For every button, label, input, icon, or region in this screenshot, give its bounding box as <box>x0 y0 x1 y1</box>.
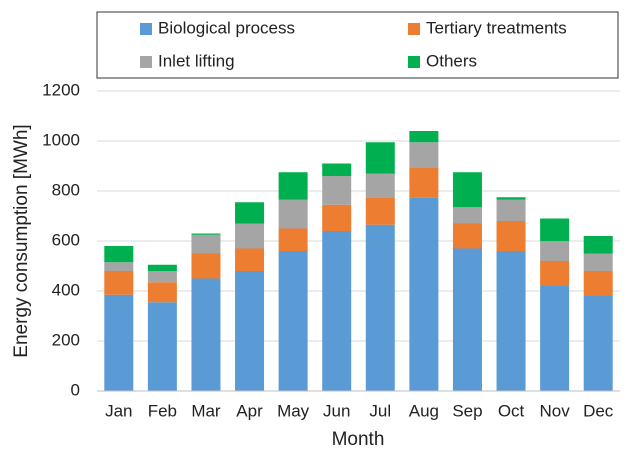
legend-box <box>96 11 619 79</box>
x-tick-label: Jul <box>369 401 391 420</box>
bar-segment <box>496 251 526 391</box>
bar-segment <box>365 197 395 225</box>
bar-segment <box>235 271 265 391</box>
x-tick-label: Jun <box>323 401 350 420</box>
bar-segment <box>583 236 613 254</box>
bar-segment <box>496 199 526 221</box>
legend-swatch <box>408 56 420 68</box>
x-tick-label: Sep <box>452 401 482 420</box>
bar-segment <box>278 251 308 391</box>
x-tick-label: Mar <box>191 401 221 420</box>
bar-segment <box>452 172 482 208</box>
bar-segment <box>235 223 265 249</box>
bar-segment <box>104 294 134 391</box>
bar-segment <box>452 207 482 224</box>
y-tick-label: 1000 <box>42 130 80 149</box>
legend-swatch <box>140 56 152 68</box>
bar-segment <box>104 246 134 263</box>
bar-segment <box>104 262 134 271</box>
bar-segment <box>583 253 613 271</box>
bar-segment <box>365 173 395 198</box>
x-tick-label: Aug <box>409 401 439 420</box>
bar-segment <box>583 271 613 296</box>
bar-segment <box>409 167 439 198</box>
bar-segment <box>322 176 352 205</box>
bar-segment <box>409 197 439 391</box>
bar-segment <box>191 234 221 254</box>
bar-segment <box>540 218 570 241</box>
bar-segment <box>235 248 265 271</box>
bar-segment <box>278 199 308 229</box>
bar-segment <box>147 302 177 391</box>
bar-segment <box>452 248 482 391</box>
y-axis-title: Energy consumption [MWh] <box>11 124 32 357</box>
bar-segment <box>583 296 613 391</box>
bar-segment <box>235 202 265 224</box>
bar-segment <box>452 223 482 249</box>
bar-segment <box>191 233 221 235</box>
bar-segment <box>322 204 352 231</box>
bar-segment <box>278 172 308 200</box>
x-tick-label: Dec <box>583 401 614 420</box>
y-tick-label: 0 <box>71 380 80 399</box>
bar-segment <box>540 241 570 261</box>
x-tick-label: Jan <box>105 401 132 420</box>
bar-segment <box>147 264 177 271</box>
x-tick-label: Apr <box>236 401 263 420</box>
y-tick-label: 800 <box>52 180 80 199</box>
legend-swatch <box>408 23 420 35</box>
bar-segment <box>322 231 352 391</box>
x-tick-label: Oct <box>498 401 525 420</box>
bar-segment <box>540 286 570 391</box>
x-tick-label: May <box>277 401 310 420</box>
bar-segment <box>496 197 526 200</box>
legend-label: Biological process <box>158 18 295 37</box>
bar-segment <box>104 271 134 295</box>
bar-segment <box>191 253 221 279</box>
x-tick-label: Nov <box>540 401 571 420</box>
y-tick-label: 200 <box>52 330 80 349</box>
legend-label: Tertiary treatments <box>426 18 567 37</box>
bar-segment <box>322 163 352 176</box>
bar-segment <box>540 261 570 286</box>
bar-segment <box>409 142 439 168</box>
bar-segment <box>147 282 177 303</box>
bar-segment <box>409 131 439 143</box>
bar-segment <box>496 221 526 251</box>
bar-segment <box>365 142 395 174</box>
bar-segment <box>365 224 395 391</box>
legend-swatch <box>140 23 152 35</box>
bar-segment <box>191 278 221 391</box>
bar-segment <box>278 228 308 251</box>
y-tick-label: 400 <box>52 280 80 299</box>
legend-label: Others <box>426 51 477 70</box>
y-tick-label: 600 <box>52 230 80 249</box>
x-axis-title: Month <box>332 429 385 450</box>
legend-label: Inlet lifting <box>158 51 235 70</box>
bar-segment <box>147 271 177 283</box>
y-tick-label: 1200 <box>42 80 80 99</box>
x-tick-label: Feb <box>148 401 177 420</box>
